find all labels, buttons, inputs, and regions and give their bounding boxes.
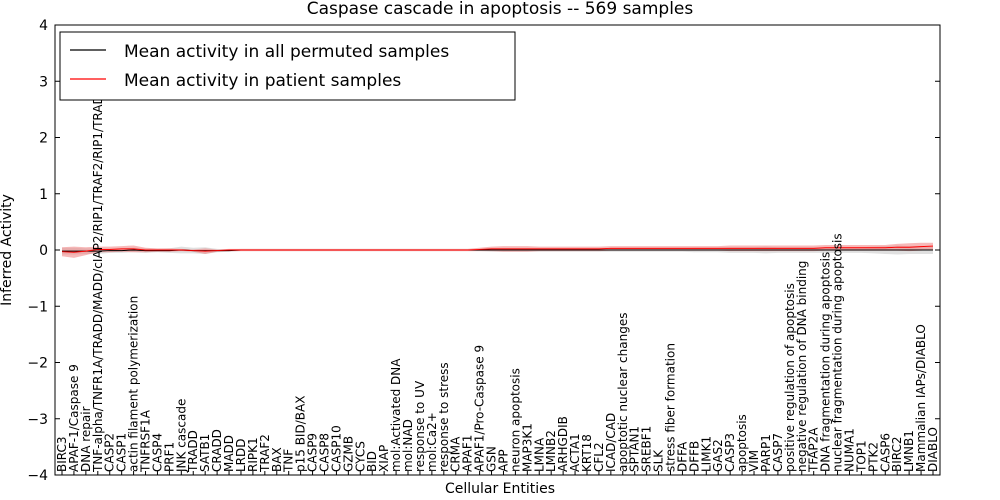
x-tick-label-63: TFAP2A [807, 427, 821, 473]
x-tick-label-5: CASP1 [115, 433, 129, 472]
x-tick-label-31: mol:Ca2+ [425, 412, 439, 472]
x-tick-label-35: APAF1/Pro-Caspase 9 [473, 345, 487, 472]
legend: Mean activity in all permuted samples Me… [59, 31, 516, 101]
x-tick-label-49: SREBF1 [640, 426, 654, 472]
x-tick-label-7: TNFRSF1A [139, 409, 153, 473]
y-tick-label-4: 0 [39, 243, 48, 259]
x-tick-label-53: DFFB [687, 441, 701, 472]
x-tick-label-9: PRF1 [162, 442, 176, 472]
x-tick-label-28: mol:Activated DNA [389, 358, 403, 472]
x-tick-label-21: CASP9 [306, 433, 320, 472]
y-tick-label-0: −4 [27, 468, 48, 484]
x-tick-label-20: p15 BID/BAX [294, 396, 308, 472]
y-axis-label: Inferred Activity [0, 194, 15, 306]
x-tick-label-12: SATB1 [198, 434, 212, 472]
x-tick-label-73: DIABLO [926, 427, 940, 472]
x-tick-label-27: XIAP [377, 445, 391, 472]
x-tick-label-65: nuclear fragmentation during apoptosis [831, 233, 845, 472]
x-tick-label-43: ACTA1 [568, 433, 582, 472]
x-tick-label-72: Mammalian IAPs/DIABLO [914, 324, 928, 472]
x-tick-label-37: APP [496, 449, 510, 472]
x-tick-label-48: SPTAN1 [628, 426, 642, 472]
x-tick-label-40: LMNA [532, 437, 546, 472]
chart-title: Caspase cascade in apoptosis -- 569 samp… [307, 0, 694, 19]
y-tick-label-6: 2 [39, 131, 48, 147]
x-tick-label-56: CASP3 [723, 433, 737, 472]
x-tick-label-1: APAF-1/Caspase 9 [67, 364, 81, 472]
x-tick-label-57: apoptosis [735, 414, 749, 472]
x-tick-label-16: RIPK1 [246, 437, 260, 472]
x-tick-label-24: GZMB [341, 436, 355, 472]
x-tick-label-17: TRAF2 [258, 434, 272, 473]
y-tick-label-5: 1 [39, 187, 48, 203]
x-tick-label-18: BAX [270, 447, 284, 472]
x-tick-label-3: TNF-alpha/TNFR1A/TRADD/MADD/cIAP2/RIP1/T… [91, 86, 105, 473]
x-tick-label-62: negative regulation of DNA binding [795, 261, 809, 472]
x-tick-label-45: CFL2 [592, 442, 606, 472]
legend-label-patient: Mean activity in patient samples [124, 71, 401, 91]
y-tick-label-8: 4 [39, 18, 48, 34]
y-tick-label-7: 3 [39, 74, 48, 90]
x-tick-label-8: CASP4 [150, 433, 164, 472]
x-tick-label-54: LIMK1 [699, 436, 713, 472]
x-tick-label-71: LMNB1 [902, 430, 916, 472]
x-tick-label-29: mol:NAD [401, 419, 415, 472]
x-tick-label-67: TOP1 [854, 440, 868, 473]
x-tick-label-52: DFFA [675, 441, 689, 472]
x-tick-label-64: DNA fragmentation during apoptosis [819, 252, 833, 472]
x-tick-label-26: BID [365, 451, 379, 472]
x-tick-label-68: PTK2 [866, 442, 880, 472]
x-tick-label-47: apoptotic nuclear changes [616, 313, 630, 472]
x-tick-label-32: response to stress [437, 362, 451, 472]
series-lines [61, 245, 934, 253]
y-tick-label-1: −3 [27, 412, 48, 428]
legend-frame [59, 31, 516, 101]
y-axis-ticks: −4 −3 −2 −1 0 1 2 3 4 [27, 18, 940, 484]
x-tick-label-58: VIM [747, 450, 761, 472]
x-tick-label-19: TNF [282, 449, 296, 473]
x-tick-label-6: actin filament polymerization [127, 296, 141, 472]
x-tick-label-39: MAP3K1 [520, 423, 534, 472]
x-tick-label-38: neuron apoptosis [508, 368, 522, 472]
x-axis-label: Cellular Entities [445, 481, 555, 497]
x-tick-label-34: APAF1 [461, 435, 475, 472]
x-tick-label-14: MADD [222, 435, 236, 472]
x-tick-label-41: LMNB2 [544, 430, 558, 472]
x-tick-label-10: JNK cascade [174, 399, 188, 473]
x-tick-label-11: TRADD [186, 430, 200, 473]
x-tick-label-59: PARP1 [759, 434, 773, 472]
x-tick-label-13: CRADD [210, 429, 224, 472]
legend-label-permuted: Mean activity in all permuted samples [124, 42, 449, 62]
x-tick-label-22: CASP8 [317, 433, 331, 472]
x-tick-label-66: NUMA1 [842, 428, 856, 472]
x-tick-label-50: SLK [652, 449, 666, 472]
x-tick-label-51: stress fiber formation [664, 343, 678, 472]
x-tick-label-2: DNA repair [79, 406, 93, 472]
x-tick-label-69: CASP6 [878, 433, 892, 472]
series-line-1 [61, 245, 934, 253]
x-tick-label-25: CYCS [353, 441, 367, 472]
x-tick-label-36: GSN [485, 446, 499, 472]
x-tick-label-61: positive regulation of apoptosis [783, 283, 797, 472]
x-tick-label-60: CASP7 [771, 433, 785, 472]
x-tick-label-44: KRT18 [580, 434, 594, 472]
x-tick-label-42: ARHGDIB [556, 416, 570, 472]
x-tick-label-0: BIRC3 [55, 436, 69, 472]
x-tick-label-46: ICAD/CAD [604, 413, 618, 472]
y-tick-label-2: −2 [27, 356, 48, 372]
x-tick-label-70: BIRC2 [890, 436, 904, 472]
x-tick-label-30: response to UV [413, 380, 427, 472]
x-tick-label-23: CASP10 [329, 425, 343, 472]
y-tick-label-3: −1 [27, 299, 48, 315]
x-tick-label-55: GAS2 [711, 439, 725, 472]
x-tick-label-15: LRDD [234, 438, 248, 472]
x-tick-label-33: CRMA [449, 436, 463, 472]
x-tick-label-4: CASP2 [103, 433, 117, 472]
